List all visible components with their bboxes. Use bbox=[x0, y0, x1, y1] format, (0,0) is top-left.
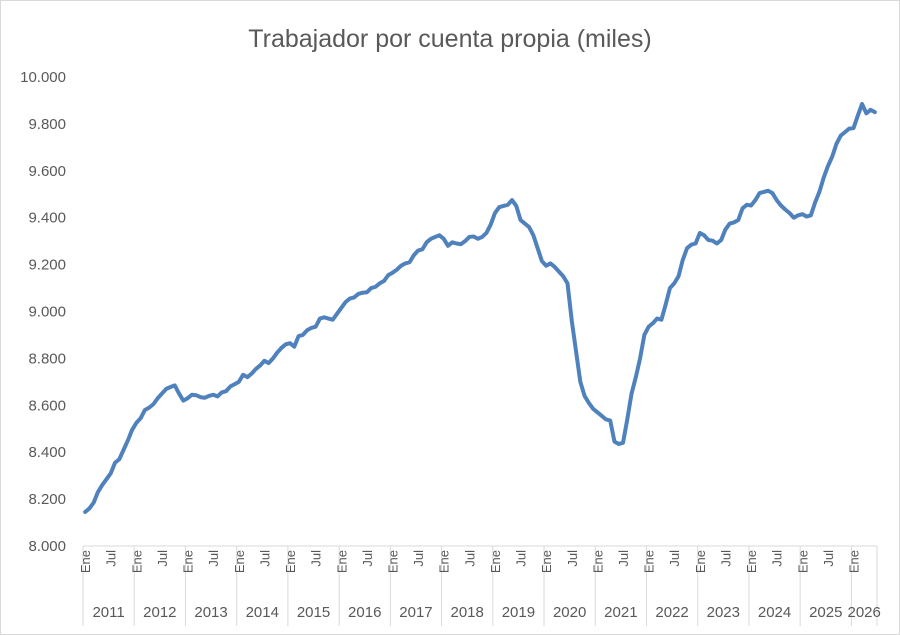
month-tick-label: Jul bbox=[206, 550, 221, 567]
y-tick-label: 8.600 bbox=[28, 397, 66, 414]
month-tick-label: Ene bbox=[129, 550, 144, 573]
year-label: 2018 bbox=[451, 604, 484, 621]
month-tick-label: Ene bbox=[795, 550, 810, 573]
year-label: 2023 bbox=[707, 604, 740, 621]
month-tick-label: Ene bbox=[385, 550, 400, 573]
y-tick-label: 9.800 bbox=[28, 116, 66, 133]
year-label: 2014 bbox=[246, 604, 279, 621]
year-label: 2016 bbox=[348, 604, 381, 621]
month-tick-label: Jul bbox=[718, 550, 733, 567]
month-tick-label: Ene bbox=[437, 550, 452, 573]
y-axis: 8.000 8.200 8.400 8.600 8.800 9.000 9.200 9.400… bbox=[20, 69, 66, 555]
month-tick-label: Ene bbox=[693, 550, 708, 573]
year-label: 2019 bbox=[502, 604, 535, 621]
month-tick-label: Jul bbox=[616, 550, 631, 567]
month-tick-label: Ene bbox=[181, 550, 196, 573]
month-tick-label: Ene bbox=[283, 550, 298, 573]
year-label: 2025 bbox=[809, 604, 842, 621]
month-tick-label: Jul bbox=[667, 550, 682, 567]
month-tick-label: Ene bbox=[847, 550, 862, 573]
month-tick-label: Jul bbox=[257, 550, 272, 567]
month-tick-label: Jul bbox=[514, 550, 529, 567]
year-label: 2013 bbox=[194, 604, 227, 621]
y-tick-label: 8.800 bbox=[28, 350, 66, 367]
y-tick-label: 9.000 bbox=[28, 304, 66, 321]
y-tick-label: 10.000 bbox=[20, 69, 66, 86]
y-tick-label: 9.400 bbox=[28, 210, 66, 227]
year-label: 2020 bbox=[553, 604, 586, 621]
month-tick-label: Ene bbox=[642, 550, 657, 573]
month-tick-label: Jul bbox=[770, 550, 785, 567]
year-label: 2021 bbox=[604, 604, 637, 621]
month-tick-label: Jul bbox=[360, 550, 375, 567]
year-label: 2017 bbox=[399, 604, 432, 621]
month-tick-label: Jul bbox=[411, 550, 426, 567]
y-tick-label: 9.200 bbox=[28, 257, 66, 274]
month-tick-label: Ene bbox=[590, 550, 605, 573]
month-tick-label: Jul bbox=[309, 550, 324, 567]
y-tick-label: 9.600 bbox=[28, 163, 66, 180]
month-tick-label: Ene bbox=[744, 550, 759, 573]
month-tick-label: Ene bbox=[334, 550, 349, 573]
year-label: 2026 bbox=[848, 604, 881, 621]
year-label: 2011 bbox=[92, 604, 124, 621]
y-tick-label: 8.000 bbox=[28, 538, 66, 555]
year-label: 2015 bbox=[297, 604, 330, 621]
y-tick-label: 8.200 bbox=[28, 491, 66, 508]
year-label: 2024 bbox=[758, 604, 791, 621]
year-label: 2012 bbox=[143, 604, 176, 621]
plot-area bbox=[83, 101, 877, 514]
month-tick-label: Ene bbox=[78, 550, 93, 573]
y-tick-label: 8.400 bbox=[28, 444, 66, 461]
series-line bbox=[83, 101, 877, 514]
month-tick-label: Jul bbox=[821, 550, 836, 567]
month-tick-label: Ene bbox=[539, 550, 554, 573]
x-axis: Ene Jul Ene Jul Ene Jul Ene Jul Ene Jul Ene Jul Ene J… bbox=[78, 545, 881, 626]
month-tick-label: Jul bbox=[462, 550, 477, 567]
month-tick-label: Ene bbox=[232, 550, 247, 573]
month-tick-label: Jul bbox=[104, 550, 119, 567]
chart-title: Trabajador por cuenta propia (miles) bbox=[248, 25, 651, 53]
month-tick-label: Jul bbox=[155, 550, 170, 567]
month-tick-label: Jul bbox=[565, 550, 580, 567]
year-label: 2022 bbox=[655, 604, 688, 621]
month-tick-label: Ene bbox=[488, 550, 503, 573]
